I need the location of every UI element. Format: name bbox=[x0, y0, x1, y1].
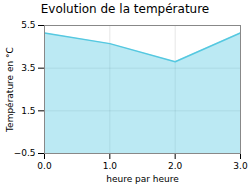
svg-text:0.0: 0.0 bbox=[37, 161, 52, 171]
svg-text:1.0: 1.0 bbox=[103, 161, 118, 171]
svg-text:−0.5: −0.5 bbox=[14, 148, 36, 158]
svg-text:Température en °C: Température en °C bbox=[5, 47, 15, 133]
svg-text:3.0: 3.0 bbox=[233, 161, 248, 171]
svg-text:5.5: 5.5 bbox=[21, 20, 35, 30]
svg-text:3.5: 3.5 bbox=[21, 63, 35, 73]
svg-text:heure par heure: heure par heure bbox=[106, 174, 179, 184]
svg-text:1.5: 1.5 bbox=[21, 106, 35, 116]
html-text:Evolution de la température: Evolution de la température bbox=[40, 2, 210, 16]
svg-text:2.0: 2.0 bbox=[168, 161, 183, 171]
